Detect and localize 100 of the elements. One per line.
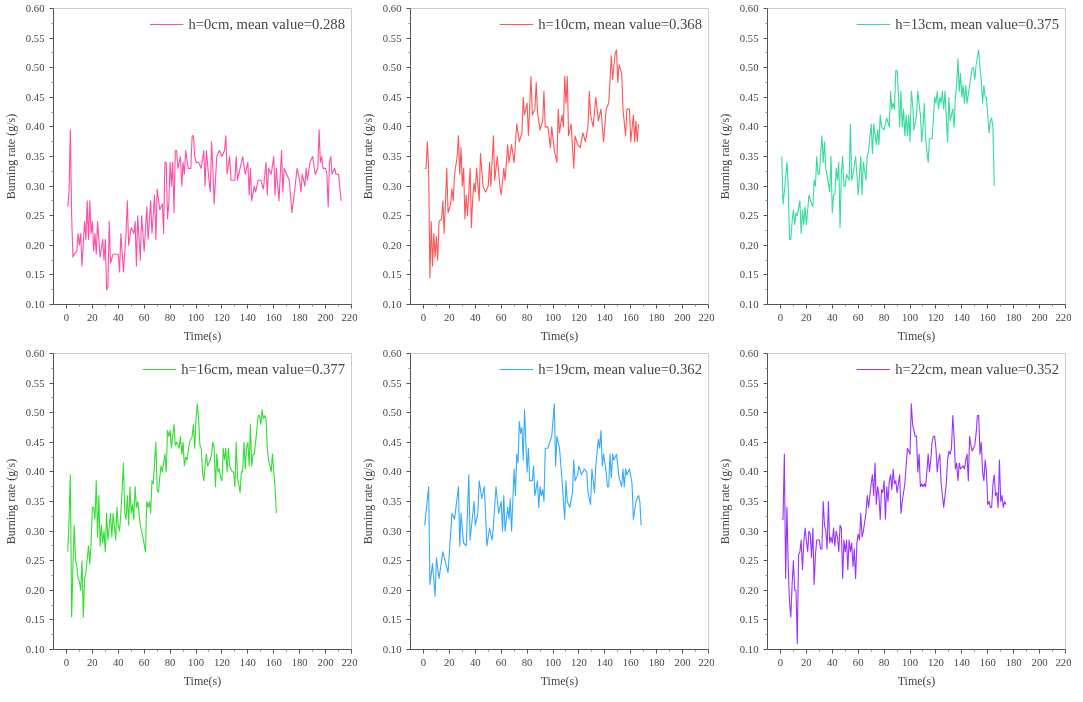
y-tick-label: 0.30 [382, 525, 402, 537]
x-tick-label: 120 [570, 656, 587, 668]
x-tick-label: 120 [213, 656, 230, 668]
x-tick-label: 120 [570, 311, 587, 323]
x-tick-label: 140 [239, 656, 256, 668]
y-tick-label: 0.60 [382, 348, 402, 359]
y-tick-label: 0.60 [382, 3, 402, 14]
y-tick-label: 0.30 [382, 180, 402, 192]
y-tick-label: 0.20 [739, 239, 759, 251]
x-tick-label: 60 [852, 311, 864, 323]
y-tick-label: 0.60 [25, 348, 45, 359]
x-tick-label: 60 [138, 656, 150, 668]
y-tick-label: 0.10 [739, 299, 759, 310]
y-tick-label: 0.35 [382, 151, 402, 162]
y-tick-label: 0.15 [25, 269, 45, 281]
y-axis-title: Burning rate (g/s) [717, 458, 732, 545]
x-tick-label: 160 [265, 656, 282, 668]
x-tick-label: 160 [979, 311, 996, 323]
y-tick-label: 0.10 [25, 299, 45, 310]
x-tick-label: 180 [1005, 656, 1022, 668]
x-tick-label: 20 [444, 311, 455, 323]
x-tick-label: 20 [444, 656, 455, 668]
x-tick-label: 20 [801, 656, 812, 668]
x-tick-label: 160 [979, 656, 996, 668]
x-tick-label: 0 [777, 311, 784, 323]
x-tick-label: 80 [878, 311, 890, 323]
x-axis-title: Time(s) [897, 673, 936, 688]
x-tick-label: 120 [927, 311, 944, 323]
x-tick-label: 100 [902, 656, 919, 668]
x-tick-label: 200 [317, 311, 334, 323]
x-tick-label: 160 [622, 656, 639, 668]
y-tick-label: 0.25 [739, 210, 759, 222]
x-tick-label: 40 [826, 311, 838, 323]
x-tick-label: 160 [622, 311, 639, 323]
x-axis-title: Time(s) [897, 328, 936, 343]
x-tick-label: 160 [265, 311, 282, 323]
x-tick-label: 200 [1031, 656, 1048, 668]
x-tick-label: 180 [1005, 311, 1022, 323]
y-tick-label: 0.10 [382, 644, 402, 655]
y-tick-label: 0.45 [382, 91, 402, 103]
y-tick-label: 0.15 [739, 614, 759, 626]
x-tick-label: 220 [698, 311, 715, 323]
x-tick-label: 120 [213, 311, 230, 323]
y-tick-label: 0.50 [739, 407, 759, 419]
y-tick-label: 0.50 [739, 62, 759, 74]
x-tick-label: 40 [826, 656, 838, 668]
y-axis-title: Burning rate (g/s) [717, 113, 732, 200]
x-tick-label: 0 [420, 311, 427, 323]
y-tick-label: 0.10 [25, 644, 45, 655]
legend-label: h=13cm, mean value=0.375 [895, 15, 1059, 33]
x-tick-label: 100 [545, 311, 562, 323]
x-tick-label: 0 [420, 656, 427, 668]
x-tick-label: 80 [164, 656, 176, 668]
y-tick-label: 0.30 [25, 525, 45, 537]
y-tick-label: 0.45 [739, 436, 759, 448]
x-tick-label: 20 [801, 311, 812, 323]
x-tick-label: 0 [63, 311, 70, 323]
y-tick-label: 0.60 [25, 3, 45, 14]
y-tick-label: 0.45 [382, 436, 402, 448]
x-tick-label: 140 [596, 656, 613, 668]
y-tick-label: 0.35 [739, 151, 759, 162]
y-tick-label: 0.15 [382, 614, 402, 626]
x-tick-label: 200 [674, 656, 691, 668]
y-tick-label: 0.45 [25, 91, 45, 103]
x-tick-label: 220 [341, 311, 358, 323]
x-tick-label: 100 [188, 311, 205, 323]
y-tick-label: 0.55 [382, 377, 402, 389]
legend-label: h=10cm, mean value=0.368 [538, 15, 702, 33]
x-axis-title: Time(s) [183, 328, 222, 343]
x-tick-label: 140 [596, 311, 613, 323]
y-tick-label: 0.25 [382, 210, 402, 222]
x-tick-label: 180 [648, 311, 665, 323]
x-tick-label: 120 [927, 656, 944, 668]
x-tick-label: 140 [239, 311, 256, 323]
y-tick-label: 0.40 [25, 121, 45, 133]
y-tick-label: 0.55 [25, 377, 45, 389]
y-tick-label: 0.40 [739, 466, 759, 478]
y-tick-label: 0.20 [25, 239, 45, 251]
y-tick-label: 0.40 [382, 466, 402, 478]
legend-label: h=19cm, mean value=0.362 [538, 360, 702, 378]
y-tick-label: 0.45 [25, 436, 45, 448]
x-tick-label: 100 [902, 311, 919, 323]
x-tick-label: 140 [953, 311, 970, 323]
y-tick-label: 0.60 [739, 348, 759, 359]
x-tick-label: 200 [674, 311, 691, 323]
x-tick-label: 80 [521, 656, 533, 668]
x-tick-label: 220 [1055, 311, 1072, 323]
legend-label: h=16cm, mean value=0.377 [181, 360, 345, 378]
x-tick-label: 80 [878, 656, 890, 668]
y-tick-label: 0.20 [382, 584, 402, 596]
y-tick-label: 0.45 [739, 91, 759, 103]
y-tick-label: 0.35 [25, 151, 45, 162]
x-tick-label: 60 [138, 311, 150, 323]
y-tick-label: 0.55 [25, 32, 45, 44]
x-tick-label: 40 [112, 656, 124, 668]
y-tick-label: 0.35 [382, 496, 402, 507]
x-tick-label: 60 [852, 656, 864, 668]
y-tick-label: 0.15 [739, 269, 759, 281]
y-tick-label: 0.25 [25, 210, 45, 222]
y-tick-label: 0.10 [739, 644, 759, 655]
